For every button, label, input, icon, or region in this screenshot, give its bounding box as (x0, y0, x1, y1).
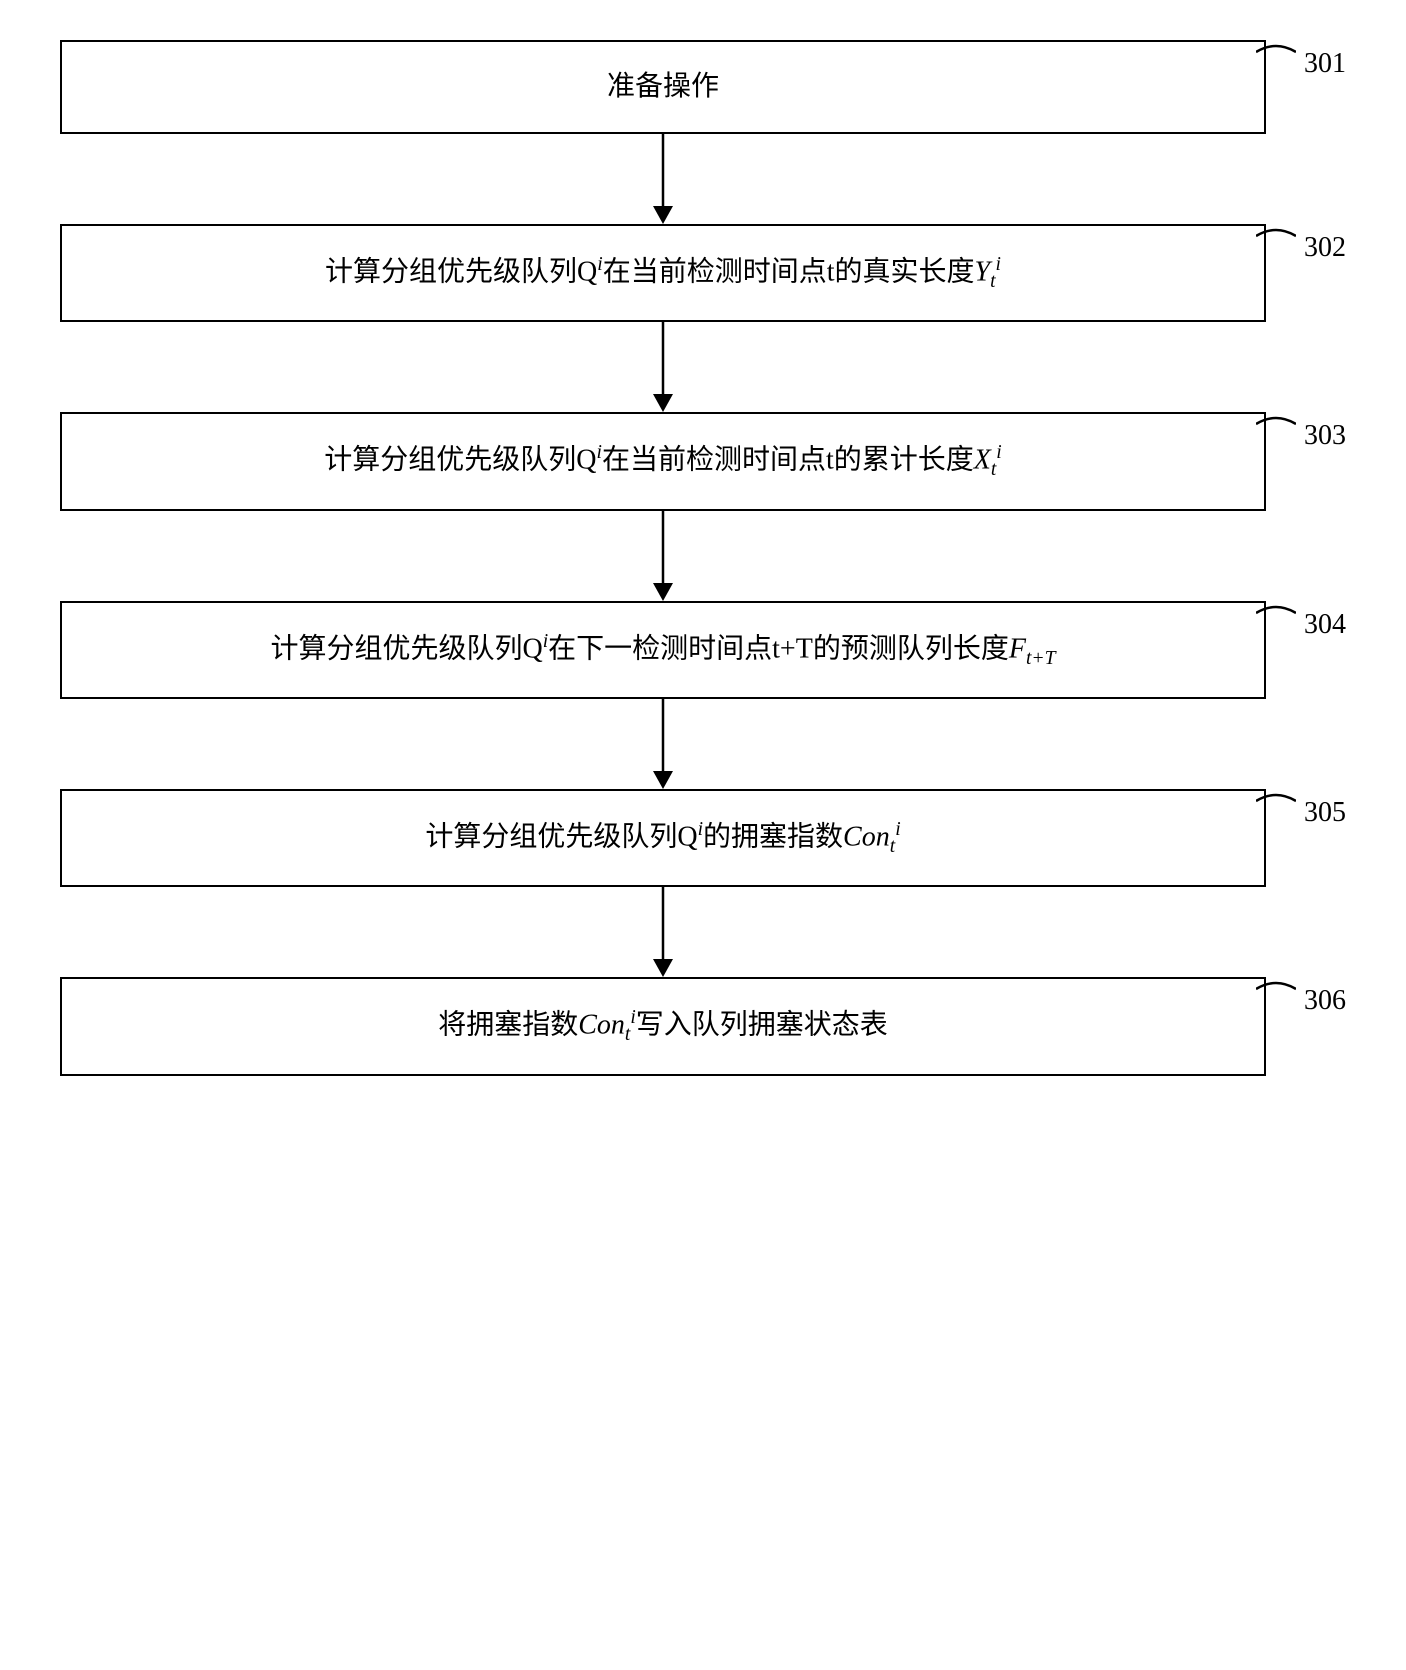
var: X (974, 445, 991, 476)
step-row-305: 计算分组优先级队列Qi的拥塞指数Conti 305 (60, 789, 1346, 887)
step-text-mid: 在下一检测时间点t+T的预测队列长度 (548, 633, 1009, 664)
step-row-303: 计算分组优先级队列Qi在当前检测时间点t的累计长度Xti 303 (60, 412, 1346, 510)
sup2: i (996, 254, 1001, 275)
step-row-302: 计算分组优先级队列Qi在当前检测时间点t的真实长度Yti 302 (60, 224, 1346, 322)
step-label: 303 (1304, 420, 1346, 452)
label-connector-305 (1256, 789, 1296, 819)
step-row-301: 准备操作 301 (60, 40, 1346, 134)
step-label: 301 (1304, 48, 1346, 80)
label-connector-303 (1256, 412, 1296, 442)
var: Y (974, 256, 990, 287)
step-text-post: 写入队列拥塞状态表 (636, 1010, 888, 1041)
flowchart-container: 准备操作 301 计算分组优先级队列Qi在当前检测时间点t的真实长度Yti 30… (60, 40, 1346, 1076)
label-connector-306 (1256, 977, 1296, 1007)
step-label: 302 (1304, 232, 1346, 264)
arrow-303-304 (60, 511, 1346, 601)
step-row-304: 计算分组优先级队列Qi在下一检测时间点t+T的预测队列长度Ft+T 304 (60, 601, 1346, 699)
step-label: 304 (1304, 609, 1346, 641)
step-text-pre: 计算分组优先级队列Q (270, 633, 542, 664)
sub: t+T (1026, 648, 1056, 669)
arrow-301-302 (60, 134, 1346, 224)
step-box-306: 将拥塞指数Conti写入队列拥塞状态表 (60, 977, 1266, 1075)
sup2: i (895, 819, 900, 840)
arrow-302-303 (60, 322, 1346, 412)
step-text-pre: 计算分组优先级队列Q (425, 821, 697, 852)
var: Con (843, 821, 890, 852)
step-text: 准备操作 (607, 71, 719, 102)
step-label: 306 (1304, 985, 1346, 1017)
arrow-304-305 (60, 699, 1346, 789)
step-text-mid: 在当前检测时间点t的累计长度 (602, 445, 974, 476)
step-text-pre: 计算分组优先级队列Q (325, 256, 597, 287)
step-box-305: 计算分组优先级队列Qi的拥塞指数Conti (60, 789, 1266, 887)
step-row-306: 将拥塞指数Conti写入队列拥塞状态表 306 (60, 977, 1346, 1075)
label-connector-302 (1256, 224, 1296, 254)
step-text-mid: 在当前检测时间点t的真实长度 (603, 256, 975, 287)
step-box-302: 计算分组优先级队列Qi在当前检测时间点t的真实长度Yti (60, 224, 1266, 322)
step-box-301: 准备操作 (60, 40, 1266, 134)
var: Con (578, 1010, 625, 1041)
sup2: i (996, 442, 1001, 463)
step-box-304: 计算分组优先级队列Qi在下一检测时间点t+T的预测队列长度Ft+T (60, 601, 1266, 699)
step-box-303: 计算分组优先级队列Qi在当前检测时间点t的累计长度Xti (60, 412, 1266, 510)
arrow-305-306 (60, 887, 1346, 977)
label-connector-301 (1256, 40, 1296, 70)
step-text-mid: 的拥塞指数 (703, 821, 843, 852)
var: F (1009, 633, 1026, 664)
step-label: 305 (1304, 797, 1346, 829)
step-text-pre: 将拥塞指数 (438, 1010, 578, 1041)
step-text-pre: 计算分组优先级队列Q (324, 445, 596, 476)
label-connector-304 (1256, 601, 1296, 631)
